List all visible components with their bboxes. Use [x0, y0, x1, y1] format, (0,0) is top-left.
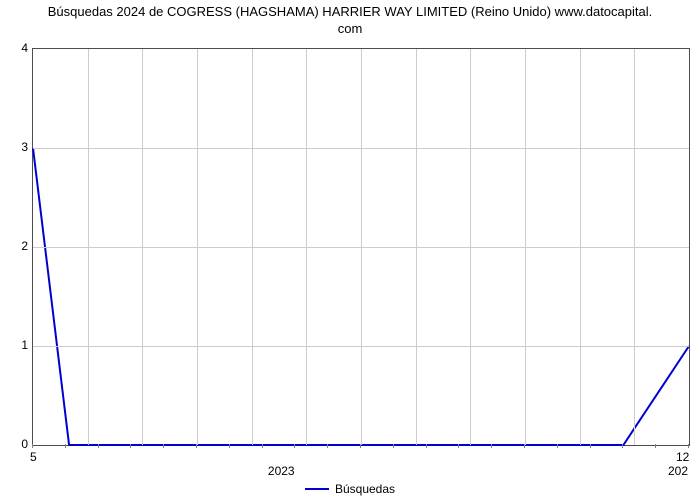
ytick-label: 0 — [8, 437, 28, 451]
xtick-minor — [655, 444, 656, 448]
ytick-label: 3 — [8, 140, 28, 154]
xtick-minor — [557, 444, 558, 448]
xtick-minor — [491, 444, 492, 448]
xtick-minor — [98, 444, 99, 448]
plot-area — [32, 48, 690, 446]
gridline-h — [33, 148, 689, 149]
x-center-label: 2023 — [268, 464, 295, 478]
gridline-h — [33, 346, 689, 347]
legend: Búsquedas — [0, 481, 700, 496]
xtick-minor — [130, 444, 131, 448]
xtick-minor — [163, 444, 164, 448]
x-right-label-2: 202 — [668, 464, 688, 478]
x-right-label: 12 — [676, 450, 689, 464]
xtick-minor — [360, 444, 361, 448]
ytick-label: 2 — [8, 239, 28, 253]
gridline-h — [33, 247, 689, 248]
xtick-minor — [294, 444, 295, 448]
chart-title-line1: Búsquedas 2024 de COGRESS (HAGSHAMA) HAR… — [48, 4, 652, 19]
xtick-minor — [458, 444, 459, 448]
xtick-minor — [65, 444, 66, 448]
xtick-minor — [622, 444, 623, 448]
legend-swatch — [305, 488, 329, 490]
xtick-minor — [327, 444, 328, 448]
ytick-label: 1 — [8, 338, 28, 352]
ytick-label: 4 — [8, 41, 28, 55]
chart-container: Búsquedas 2024 de COGRESS (HAGSHAMA) HAR… — [0, 0, 700, 500]
xtick-minor — [229, 444, 230, 448]
xtick-minor — [196, 444, 197, 448]
x-left-label: 5 — [30, 450, 37, 464]
chart-title-line2: com — [338, 21, 363, 36]
xtick-minor — [262, 444, 263, 448]
xtick-minor — [688, 444, 689, 448]
legend-label: Búsquedas — [335, 482, 395, 496]
xtick-minor — [590, 444, 591, 448]
xtick-minor — [32, 444, 33, 448]
xtick-minor — [426, 444, 427, 448]
xtick-minor — [393, 444, 394, 448]
chart-title: Búsquedas 2024 de COGRESS (HAGSHAMA) HAR… — [0, 4, 700, 38]
xtick-minor — [524, 444, 525, 448]
